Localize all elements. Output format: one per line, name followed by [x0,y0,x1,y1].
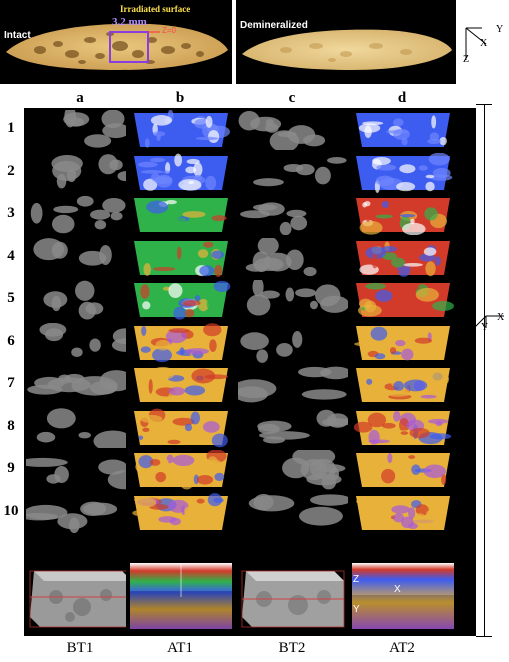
slice-a-8 [26,407,136,448]
volume-at2 [348,557,458,635]
slice-c-2 [238,152,348,193]
bottom-label-bt2: BT2 [278,640,306,656]
row-label-1: 1 [7,120,15,136]
slice-b-3 [126,195,236,235]
slice-a-3 [26,195,136,235]
volume-bt1 [26,557,136,635]
slice-b-7 [126,365,236,405]
row-label-7: 7 [7,375,15,391]
slice-d-10 [348,492,458,533]
scale-bar-bottom-cap [476,636,492,637]
slice-b-9 [126,450,236,490]
row-label-9: 9 [7,460,15,476]
at2-overlay-z: Z [353,574,360,585]
slice-d-3 [348,195,458,235]
slice-b-2 [126,152,236,193]
row-label-2: 2 [7,163,15,179]
slice-c-10 [238,492,348,533]
slice-c-5 [238,280,348,320]
at2-overlay-x: X [394,584,401,595]
axis-triad-side [469,315,504,333]
slice-a-4 [26,237,136,278]
row-label-4: 4 [7,248,15,264]
size-3-2mm-label: 3.2 mm [112,16,147,28]
slice-d-4 [348,237,458,278]
row-label-6: 6 [7,333,15,349]
slice-a-1 [26,110,136,150]
slice-a-5 [26,280,136,320]
slice-d-2 [348,152,458,193]
irradiated-surface-label: Irradiated surface [120,4,191,14]
slice-c-3 [238,195,348,235]
intact-label: Intact [4,30,31,41]
slice-d-7 [348,365,458,405]
intact-specimen-photo [0,0,232,84]
slice-d-9 [348,450,458,490]
axis-triad-top [465,27,487,60]
z-zero-label: Z=0 [162,26,177,35]
slice-d-1 [348,110,458,150]
slice-a-2 [26,152,136,193]
slice-a-9 [26,450,136,490]
demineralized-label: Demineralized [240,20,308,31]
column-label-a: a [76,90,84,106]
slice-b-6 [126,322,236,363]
slice-b-10 [126,492,236,533]
row-label-5: 5 [7,290,15,306]
axis-top-x: X [480,38,488,49]
bottom-label-at2: AT2 [389,640,415,656]
slice-a-7 [26,365,136,405]
slice-c-9 [238,450,348,490]
at2-overlay-y: Y [353,604,360,615]
slice-a-6 [26,322,136,363]
slice-b-4 [126,237,236,278]
slice-d-8 [348,407,458,448]
slice-b-5 [126,280,236,320]
slice-d-6 [348,322,458,363]
row-label-3: 3 [7,205,15,221]
axis-side-x: X [497,312,505,323]
axis-top-z: Z [463,54,470,65]
axis-top-y: Y [496,24,504,35]
slice-c-7 [238,365,348,405]
slice-b-1 [126,110,236,150]
slice-c-4 [238,237,348,278]
slice-a-10 [26,492,136,533]
slice-d-5 [348,280,458,320]
scale-bar-vertical [484,104,485,636]
slice-b-8 [126,407,236,448]
row-label-10: 10 [3,503,19,519]
column-label-b: b [175,90,185,106]
bottom-label-at1: AT1 [167,640,193,656]
slice-c-1 [238,110,348,150]
bottom-label-bt1: BT1 [66,640,94,656]
row-label-8: 8 [7,418,15,434]
axis-side-z: Z [464,332,471,343]
slice-c-8 [238,407,348,448]
volume-at1 [126,557,236,635]
axis-side-y: Y [481,322,489,333]
slice-c-6 [238,322,348,363]
column-label-d: d [397,90,407,106]
demineralized-specimen-photo [236,0,456,84]
column-label-c: c [288,90,296,106]
volume-bt2 [238,557,348,635]
